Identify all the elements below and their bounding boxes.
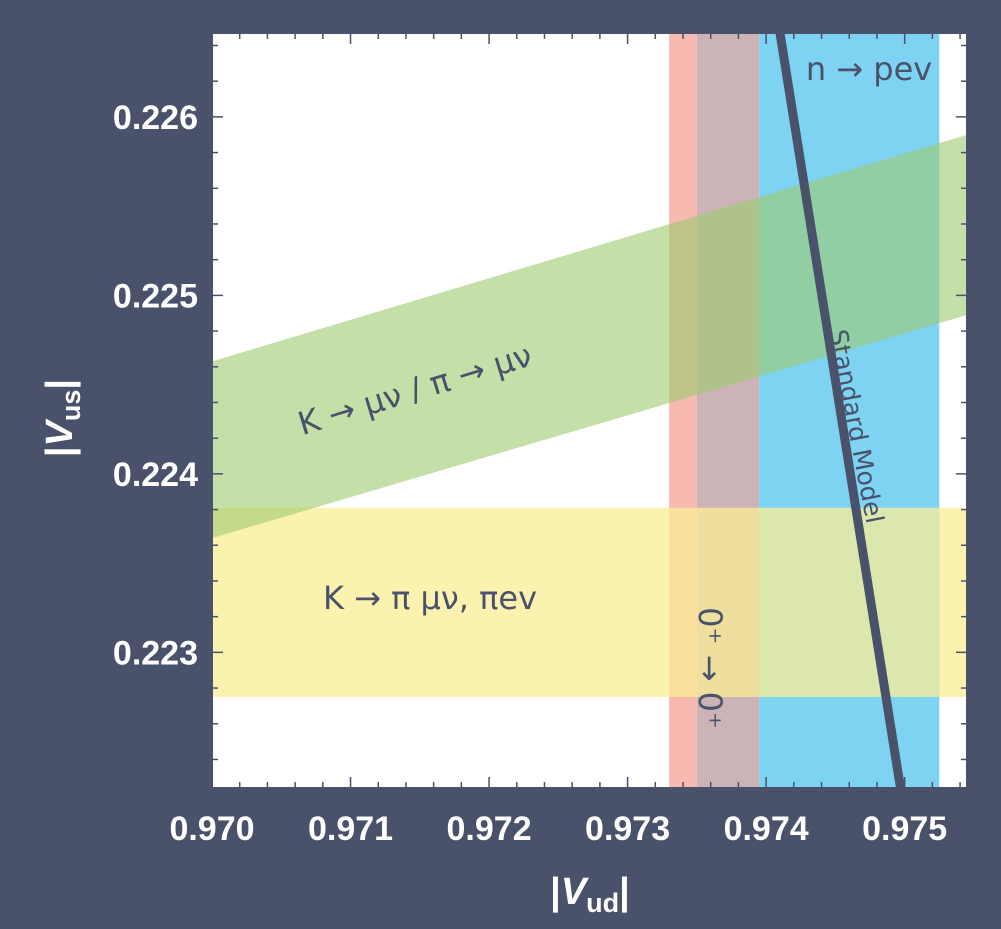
y-tick-label: 0.223 [113, 634, 198, 672]
y-axis-title-var: V [39, 418, 81, 446]
bands-layer [212, 33, 967, 788]
y-axis-title-bar-left: | [39, 446, 81, 457]
label-kl3: K → π μν, πev [323, 579, 537, 617]
y-axis-title: |Vus| [39, 379, 86, 457]
x-tick-label: 0.971 [308, 810, 393, 848]
band-kl2 [212, 134, 967, 539]
x-tick-label: 0.973 [585, 810, 670, 848]
label-neutron: n → pev [806, 50, 932, 88]
y-axis-title-bar-right: | [39, 379, 81, 390]
plot-frame [211, 32, 968, 789]
label-superallowed: 0⁺ → 0⁺ [691, 607, 729, 729]
band-kl3 [212, 507, 967, 697]
x-tick-label: 0.972 [447, 810, 532, 848]
x-tick-label: 0.974 [724, 810, 809, 848]
x-tick-label: 0.975 [862, 810, 947, 848]
standard-model-line [775, 33, 905, 788]
x-axis-title-bar-right: | [619, 871, 630, 913]
x-axis-title-var: V [561, 871, 589, 913]
x-axis-title-sub: ud [586, 888, 619, 918]
y-tick-label: 0.225 [113, 277, 198, 315]
y-axis-title-sub: us [56, 390, 86, 422]
y-tick-label: 0.226 [113, 99, 198, 137]
y-tick-label: 0.224 [113, 456, 198, 494]
x-tick-label: 0.970 [169, 810, 254, 848]
x-axis-title: |Vud| [550, 871, 630, 918]
x-axis-title-bar-left: | [550, 871, 561, 913]
